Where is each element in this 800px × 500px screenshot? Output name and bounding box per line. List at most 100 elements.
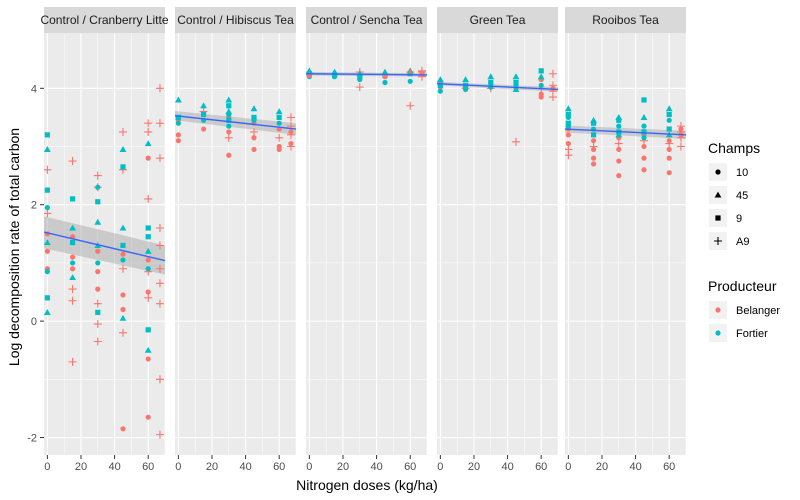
panel-data xyxy=(175,96,296,158)
data-point xyxy=(95,248,101,254)
legend-label: 9 xyxy=(736,213,742,225)
data-point xyxy=(589,142,598,151)
facet-strip xyxy=(44,7,165,33)
data-point xyxy=(226,123,232,129)
legend-producteur: Producteur Belanger Fortier xyxy=(708,278,780,342)
data-point xyxy=(487,73,495,80)
data-point xyxy=(276,146,282,153)
data-point xyxy=(68,285,77,294)
x-tick-label: 40 xyxy=(108,461,120,473)
data-point xyxy=(565,123,571,129)
data-point xyxy=(288,140,294,147)
data-point xyxy=(276,120,282,126)
panel-data xyxy=(437,68,558,146)
x-tick-label: 60 xyxy=(535,461,547,473)
panel-data xyxy=(44,84,165,439)
x-tick-label: 40 xyxy=(501,461,513,473)
data-point xyxy=(666,155,672,161)
data-point xyxy=(69,260,76,266)
data-point xyxy=(44,248,50,254)
data-point xyxy=(44,239,51,246)
data-point xyxy=(44,165,52,174)
data-point xyxy=(615,131,623,138)
facet-strip-label: Control / Hibiscus Tea xyxy=(177,13,294,27)
data-point xyxy=(251,114,257,120)
data-point xyxy=(145,234,151,240)
data-point xyxy=(144,127,153,136)
regression-line xyxy=(565,128,686,136)
data-point xyxy=(537,73,545,80)
data-point xyxy=(641,123,647,129)
data-point xyxy=(641,129,647,135)
data-point xyxy=(357,76,363,83)
data-point xyxy=(44,205,50,211)
data-point xyxy=(488,79,494,86)
data-point xyxy=(200,102,207,109)
data-point xyxy=(120,426,126,432)
data-point xyxy=(145,327,151,333)
data-point xyxy=(69,266,76,272)
data-point xyxy=(565,114,571,120)
data-point xyxy=(120,292,126,298)
data-point xyxy=(155,299,164,308)
data-point xyxy=(590,132,597,138)
x-tick-label: 0 xyxy=(565,461,571,473)
facet-panel: Green Tea 0 20 40 60 xyxy=(437,7,559,473)
facet-strip xyxy=(565,7,686,33)
data-point xyxy=(275,108,283,115)
data-point xyxy=(437,82,443,88)
data-point xyxy=(462,86,469,93)
data-point xyxy=(565,151,573,160)
data-point xyxy=(616,123,622,129)
legend-label: A9 xyxy=(736,236,749,248)
data-point xyxy=(145,225,151,231)
data-point xyxy=(616,158,622,164)
data-point xyxy=(548,69,557,78)
data-point xyxy=(144,247,152,254)
data-point xyxy=(155,119,164,128)
data-point xyxy=(488,84,494,90)
data-point xyxy=(382,79,388,86)
data-point xyxy=(175,120,181,126)
data-point xyxy=(120,257,126,263)
data-point xyxy=(640,114,648,120)
data-point xyxy=(538,68,544,74)
data-point xyxy=(93,337,102,346)
data-point xyxy=(95,269,101,275)
legend-key-shape xyxy=(715,169,721,175)
data-point xyxy=(565,140,571,147)
data-point xyxy=(407,78,413,84)
data-point xyxy=(44,146,51,152)
data-point xyxy=(437,88,443,94)
x-tick-label: 0 xyxy=(306,461,312,473)
data-point xyxy=(226,129,232,135)
data-point xyxy=(155,223,164,232)
data-point xyxy=(119,314,127,321)
data-point xyxy=(565,111,571,118)
x-tick-label: 0 xyxy=(437,461,443,473)
legend-title: Champs xyxy=(708,140,760,156)
facet-strip xyxy=(306,7,427,33)
data-point xyxy=(155,430,164,439)
facet-strip-label: Control / Sencha Tea xyxy=(311,13,423,27)
data-point xyxy=(666,146,672,153)
data-point xyxy=(590,138,597,144)
data-point xyxy=(548,93,557,102)
data-point xyxy=(155,375,164,384)
data-point xyxy=(641,135,647,141)
legend-title: Producteur xyxy=(708,278,777,294)
data-point xyxy=(155,264,164,273)
data-point xyxy=(144,293,153,302)
data-point xyxy=(382,74,388,80)
legend-key-shape xyxy=(715,215,721,221)
data-point xyxy=(120,251,126,257)
x-tick-label: 40 xyxy=(629,461,641,473)
data-point xyxy=(538,82,544,88)
facet-panel: Control / Sencha Tea 0 20 40 60 xyxy=(306,7,428,473)
data-point xyxy=(590,155,597,161)
data-point xyxy=(95,309,101,315)
data-point xyxy=(665,105,673,112)
data-point xyxy=(145,257,151,263)
data-point xyxy=(513,79,519,86)
